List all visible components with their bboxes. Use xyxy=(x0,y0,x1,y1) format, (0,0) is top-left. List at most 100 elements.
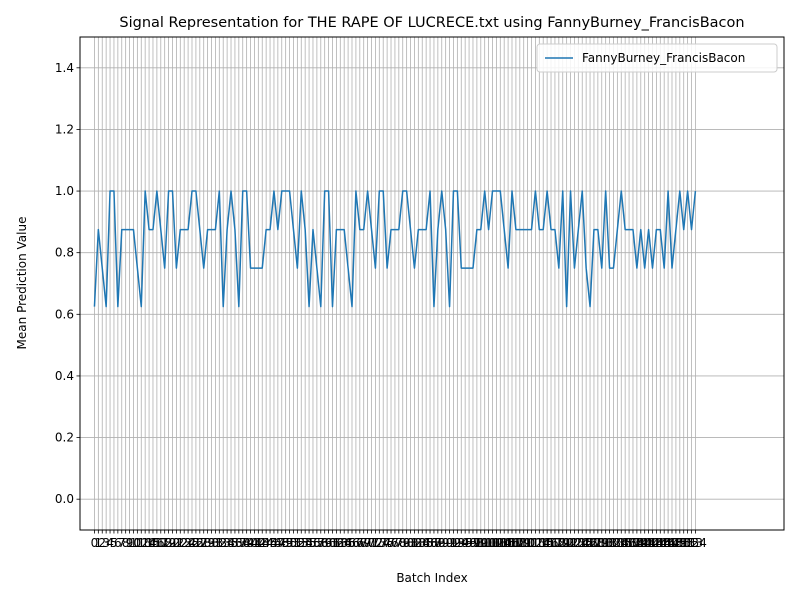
x-tick-label: 54 xyxy=(298,536,313,550)
x-tick-label: 144 xyxy=(645,536,668,550)
x-tick-label: 104 xyxy=(489,536,512,550)
x-tick-label: 129 xyxy=(586,536,609,550)
x-tick-label: 147 xyxy=(657,536,680,550)
x-tick-label: 3 xyxy=(102,536,110,550)
x-tick-label: 141 xyxy=(633,536,656,550)
x-tick-label: 57 xyxy=(309,536,324,550)
x-tick-label: 18 xyxy=(157,536,172,550)
x-tick-label: 143 xyxy=(641,536,664,550)
x-tick-label: 109 xyxy=(508,536,531,550)
x-tick-label: 15 xyxy=(145,536,160,550)
x-tick-label: 24 xyxy=(180,536,195,550)
x-tick-label: 117 xyxy=(540,536,563,550)
x-tick-label: 32 xyxy=(212,536,227,550)
x-tick-label: 121 xyxy=(555,536,578,550)
x-tick-label: 150 xyxy=(668,536,691,550)
x-tick-label: 77 xyxy=(387,536,402,550)
x-tick-label: 130 xyxy=(590,536,613,550)
x-tick-label: 36 xyxy=(227,536,242,550)
x-tick-label: 44 xyxy=(259,536,274,550)
x-tick-label: 40 xyxy=(243,536,258,550)
x-tick-label: 98 xyxy=(469,536,484,550)
x-tick-label: 128 xyxy=(582,536,605,550)
x-tick-label: 73 xyxy=(372,536,387,550)
x-tick-label: 11 xyxy=(130,536,145,550)
x-tick-label: 66 xyxy=(344,536,359,550)
x-tick-label: 52 xyxy=(290,536,305,550)
x-tick-label: 148 xyxy=(661,536,684,550)
x-tick-label: 53 xyxy=(294,536,309,550)
x-tick-label: 20 xyxy=(165,536,180,550)
y-tick-label: 0.4 xyxy=(55,369,74,383)
x-tick-label: 7 xyxy=(118,536,126,550)
x-tick-label: 116 xyxy=(536,536,559,550)
x-tick-label: 50 xyxy=(282,536,297,550)
plot-area xyxy=(79,36,785,531)
x-axis-label: Batch Index xyxy=(396,571,467,585)
x-tick-label: 111 xyxy=(516,536,539,550)
x-tick-label: 122 xyxy=(559,536,582,550)
x-tick-label: 14 xyxy=(141,536,156,550)
x-tick-label: 134 xyxy=(606,536,629,550)
x-tick-label: 153 xyxy=(680,536,703,550)
x-tick-label: 65 xyxy=(340,536,355,550)
x-tick-label: 135 xyxy=(610,536,633,550)
x-tick-label: 115 xyxy=(532,536,555,550)
x-tick-label: 35 xyxy=(223,536,238,550)
x-tick-label: 71 xyxy=(364,536,379,550)
x-tick-label: 0 xyxy=(91,536,99,550)
x-tick-label: 56 xyxy=(305,536,320,550)
x-tick-label: 43 xyxy=(255,536,270,550)
series-line xyxy=(93,190,697,308)
x-tick-label: 75 xyxy=(379,536,394,550)
x-tick-label: 72 xyxy=(368,536,383,550)
x-tick-label: 60 xyxy=(321,536,336,550)
y-tick-label: 1.4 xyxy=(55,61,74,75)
x-tick-label: 34 xyxy=(219,536,234,550)
x-tick-label: 107 xyxy=(501,536,524,550)
x-tick-label: 58 xyxy=(313,536,328,550)
x-tick-label: 89 xyxy=(434,536,449,550)
x-tick-label: 102 xyxy=(481,536,504,550)
x-tick-label: 137 xyxy=(618,536,641,550)
x-tick-label: 142 xyxy=(637,536,660,550)
x-tick-label: 10 xyxy=(126,536,141,550)
legend: FannyBurney_FrancisBacon xyxy=(536,43,778,73)
x-tick-label: 49 xyxy=(278,536,293,550)
y-axis-label: Mean Prediction Value xyxy=(15,217,29,350)
x-tick-label: 154 xyxy=(684,536,707,550)
x-tick-label: 103 xyxy=(485,536,508,550)
y-axis: 0.0 0.2 0.4 0.6 0.8 1.0 1.2 1.4 xyxy=(55,61,80,506)
x-tick-label: 108 xyxy=(504,536,527,550)
x-tick-label: 22 xyxy=(173,536,188,550)
x-tick-label: 26 xyxy=(188,536,203,550)
x-tick-label: 46 xyxy=(266,536,281,550)
x-tick-label: 93 xyxy=(450,536,465,550)
x-tick-label: 85 xyxy=(419,536,434,550)
y-tick-label: 0.6 xyxy=(55,307,74,321)
x-tick-label: 16 xyxy=(149,536,164,550)
x-tick-label: 12 xyxy=(134,536,149,550)
x-tick-label: 47 xyxy=(270,536,285,550)
y-tick-label: 1.0 xyxy=(55,184,74,198)
x-tick-label: 84 xyxy=(415,536,430,550)
x-axis: 0123456789101112131415161718192021222324… xyxy=(91,530,707,550)
x-tick-label: 87 xyxy=(426,536,441,550)
x-tick-label: 48 xyxy=(274,536,289,550)
x-tick-label: 125 xyxy=(571,536,594,550)
x-tick-label: 99 xyxy=(473,536,488,550)
x-tick-label: 105 xyxy=(493,536,516,550)
x-tick-label: 120 xyxy=(551,536,574,550)
x-tick-label: 2 xyxy=(98,536,106,550)
x-tick-label: 82 xyxy=(407,536,422,550)
legend-box xyxy=(536,43,778,73)
x-tick-label: 96 xyxy=(461,536,476,550)
x-tick-label: 23 xyxy=(177,536,192,550)
x-tick-label: 4 xyxy=(106,536,114,550)
x-tick-label: 74 xyxy=(376,536,391,550)
y-tick-label: 0.2 xyxy=(55,431,74,445)
y-tick-label: 1.2 xyxy=(55,122,74,136)
x-tick-label: 114 xyxy=(528,536,551,550)
x-tick-label: 76 xyxy=(383,536,398,550)
